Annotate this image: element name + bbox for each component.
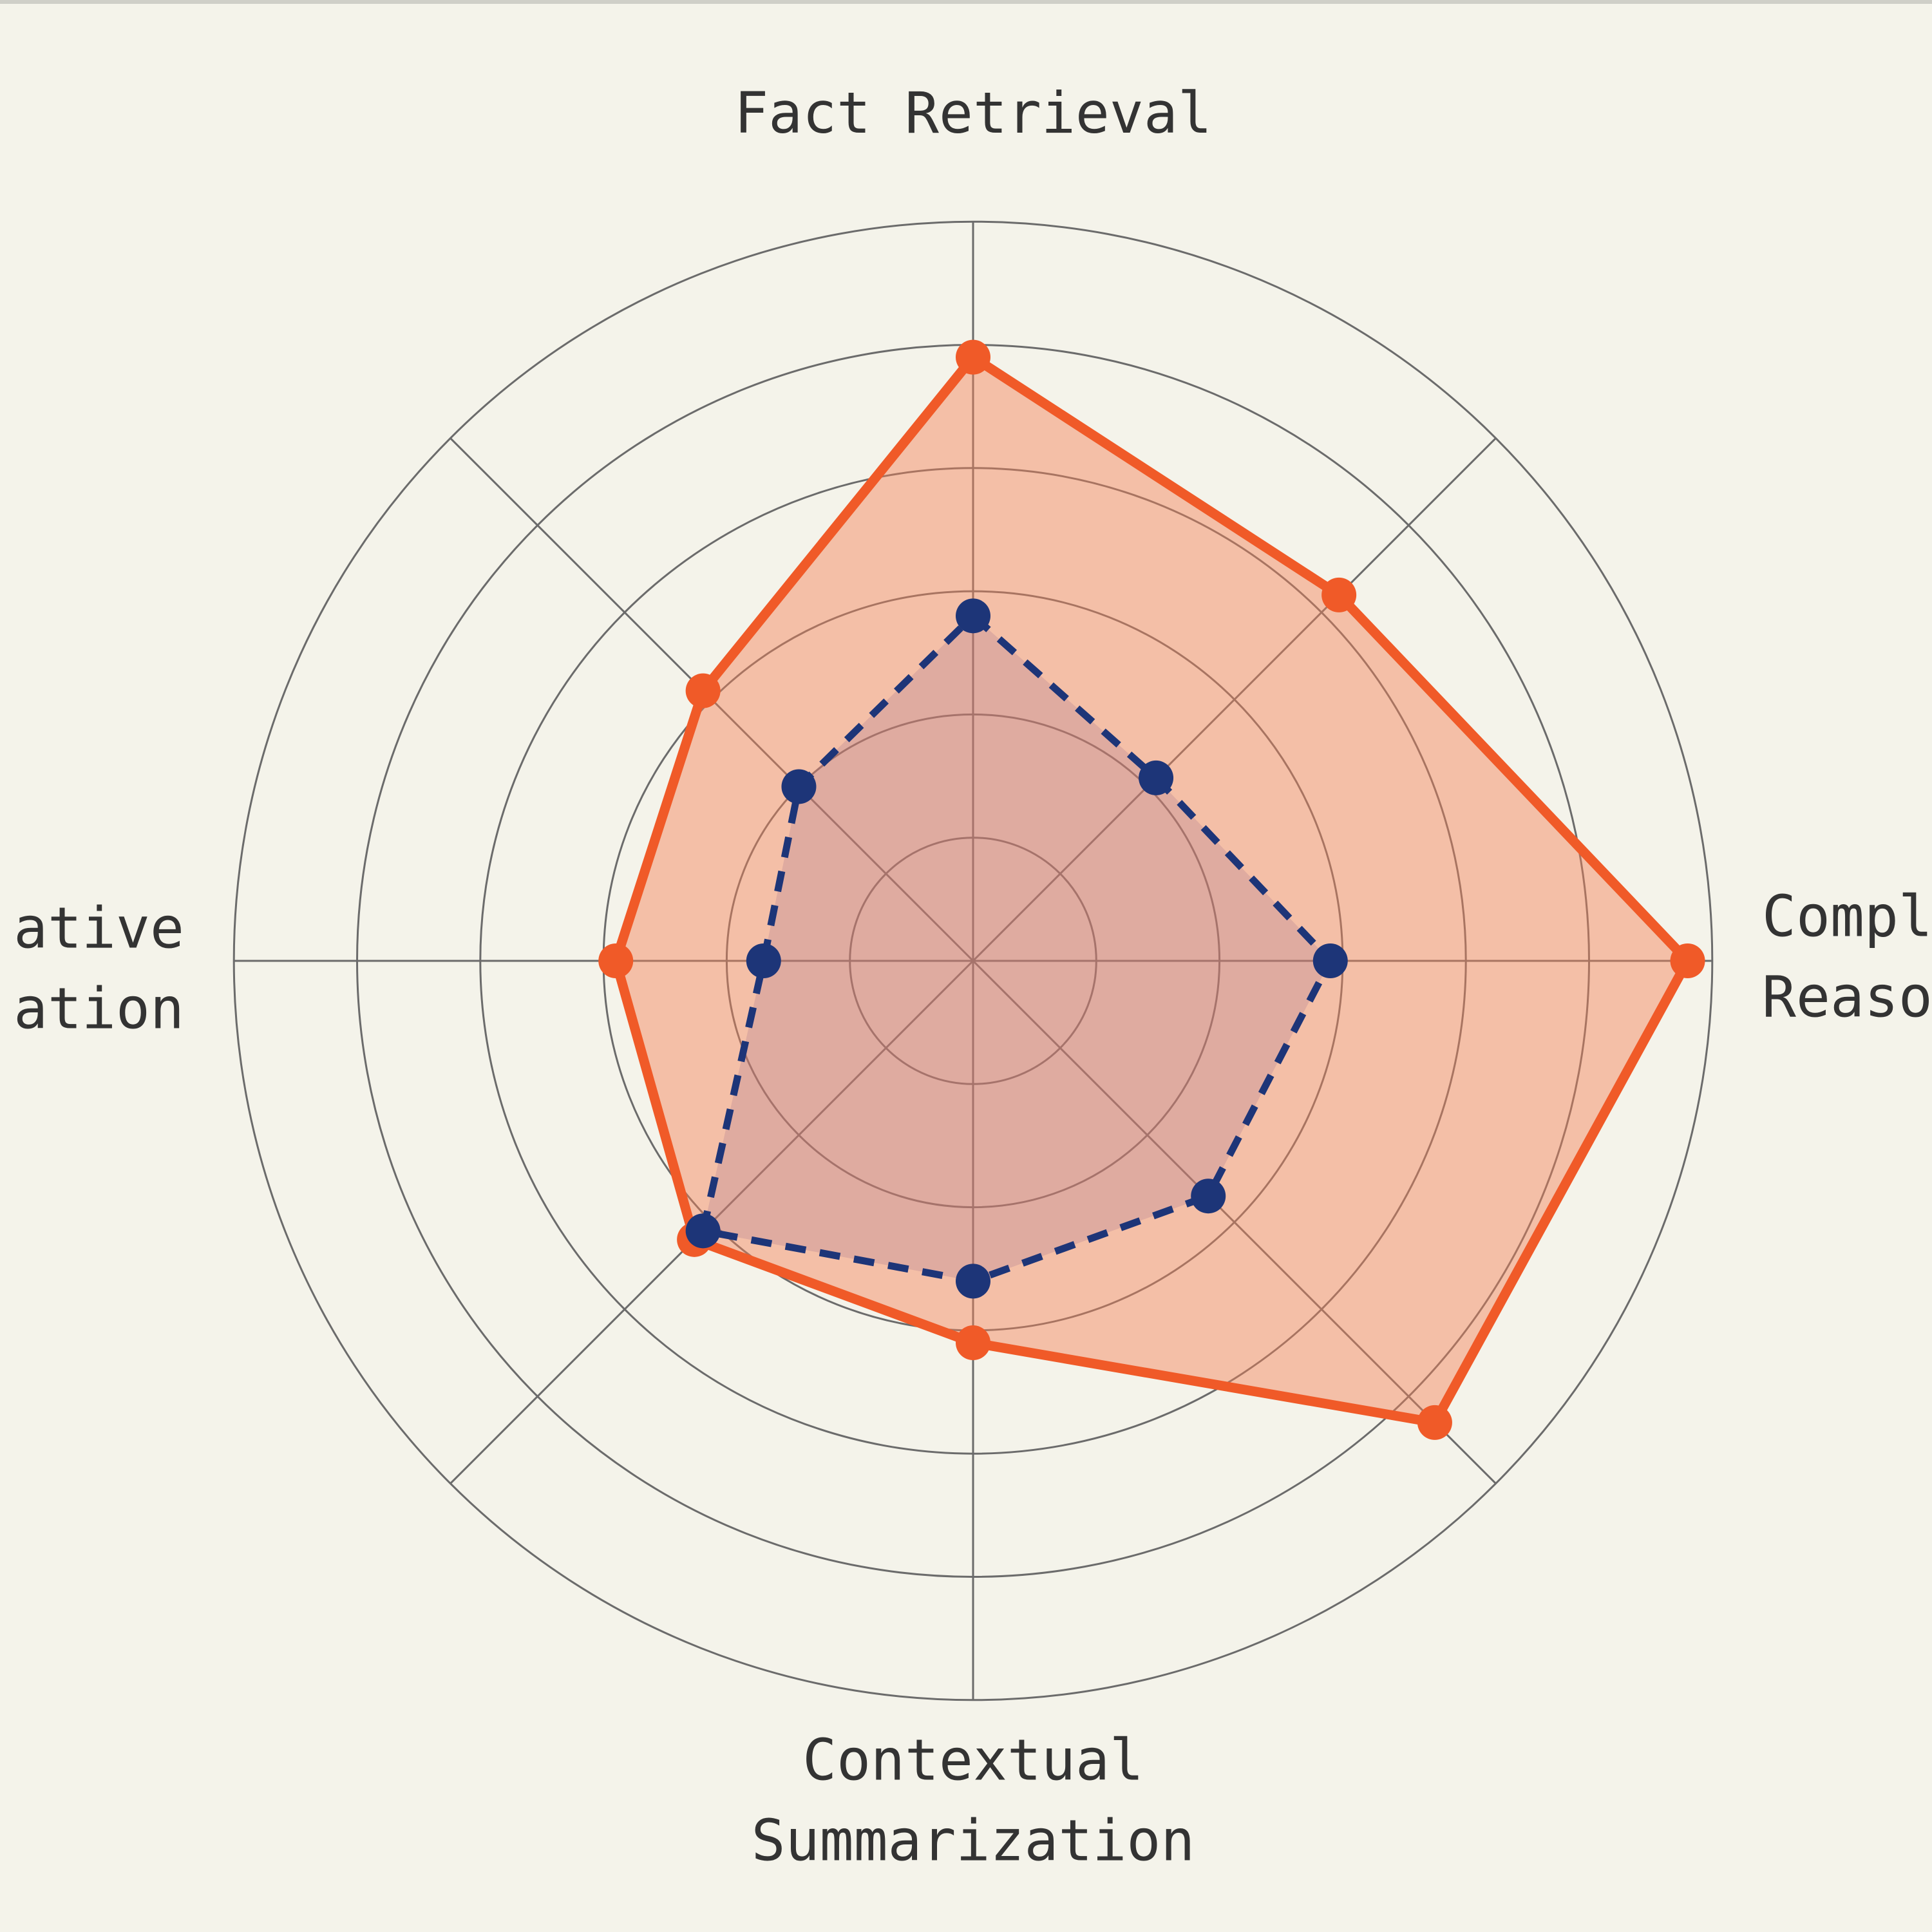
axis-label: ative bbox=[14, 895, 184, 961]
data-point bbox=[746, 943, 781, 978]
axis-label: Reaso bbox=[1762, 963, 1932, 1030]
data-point bbox=[598, 943, 634, 978]
data-point bbox=[956, 598, 990, 634]
data-point bbox=[1312, 943, 1348, 978]
axis-label: Compl bbox=[1762, 883, 1932, 949]
axis-label: ation bbox=[14, 975, 184, 1041]
data-point bbox=[1139, 760, 1174, 795]
spoke bbox=[972, 437, 1497, 962]
spoke bbox=[972, 960, 1497, 1484]
data-point bbox=[685, 673, 721, 708]
axis-label: Summarization bbox=[752, 1807, 1195, 1873]
data-point bbox=[956, 1264, 990, 1299]
data-point bbox=[956, 339, 990, 375]
data-point bbox=[781, 769, 817, 804]
axis-label: Fact Retrieval bbox=[734, 80, 1212, 146]
data-point bbox=[1417, 1405, 1452, 1440]
data-point bbox=[1670, 943, 1705, 978]
data-point bbox=[685, 1213, 721, 1249]
axis-label: Contextual bbox=[802, 1727, 1144, 1793]
data-point bbox=[1191, 1179, 1226, 1214]
data-point bbox=[956, 1325, 990, 1361]
data-point bbox=[1321, 577, 1357, 612]
